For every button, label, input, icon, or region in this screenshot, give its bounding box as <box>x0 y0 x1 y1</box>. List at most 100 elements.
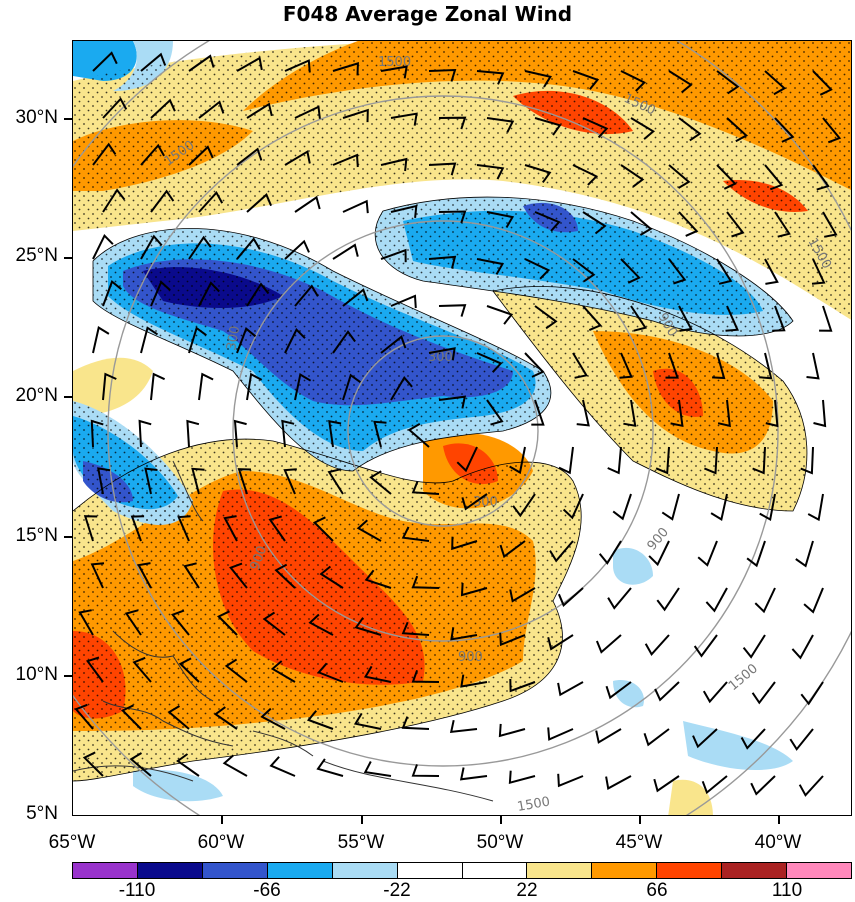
wind-barb <box>380 248 407 263</box>
wind-barb <box>224 658 248 683</box>
lat-tick <box>64 396 72 398</box>
wind-barb <box>150 189 175 213</box>
colorbar-swatch <box>787 863 852 878</box>
wind-barb <box>716 164 737 190</box>
wind-barb <box>697 540 718 567</box>
colorbar-label: -66 <box>253 880 281 901</box>
wind-barb <box>327 468 344 495</box>
wind-barb <box>438 395 467 409</box>
wind-barb <box>524 70 552 88</box>
wind-barb <box>188 326 207 354</box>
wind-barb <box>97 467 111 495</box>
wind-barb <box>274 563 296 589</box>
wind-barb <box>668 258 687 285</box>
wind-barb <box>819 305 833 332</box>
wind-barb <box>822 117 842 144</box>
wind-barb <box>237 468 252 495</box>
wind-barb <box>656 587 680 612</box>
lon-tick <box>639 816 641 824</box>
wind-barb <box>644 634 670 657</box>
colorbar-swatch <box>267 863 333 878</box>
colorbar-label: 110 <box>771 880 803 901</box>
wind-barb <box>456 446 478 473</box>
wind-barb <box>177 515 191 542</box>
lon-label: 40°W <box>754 832 802 853</box>
wind-barb <box>213 706 238 730</box>
wind-barb <box>78 609 94 636</box>
wind-barb <box>620 258 641 284</box>
wind-barb <box>401 716 430 730</box>
wind-barb <box>144 467 158 495</box>
wind-barb <box>121 704 142 730</box>
wind-barb <box>705 587 728 613</box>
wind-barb <box>137 562 152 589</box>
wind-barb <box>317 662 344 683</box>
wind-barb <box>269 756 296 777</box>
wind-barb <box>678 305 693 332</box>
wind-barb <box>188 54 215 72</box>
wind-barb <box>82 751 104 777</box>
wind-barb <box>751 681 776 705</box>
wind-barb <box>486 399 504 426</box>
wind-barb <box>342 108 369 123</box>
wind-barb <box>476 258 505 275</box>
wind-barb <box>438 116 467 130</box>
wind-barb <box>150 98 176 119</box>
wind-barb <box>150 372 166 401</box>
wind-barb <box>90 419 104 448</box>
map-title: F048 Average Zonal Wind <box>282 2 573 26</box>
wind-barb <box>328 420 342 448</box>
wind-barb <box>188 235 212 260</box>
wind-barb <box>83 515 98 542</box>
wind-barb <box>726 211 745 238</box>
wind-barb <box>294 105 321 119</box>
wind-barb <box>308 613 334 636</box>
wind-barb <box>807 493 824 522</box>
wind-barb <box>534 117 562 136</box>
wind-barb <box>233 419 247 448</box>
wind-barb <box>380 65 408 79</box>
wind-barb <box>701 775 728 795</box>
wind-barb <box>693 634 718 658</box>
wind-barb <box>236 327 257 354</box>
wind-barb <box>653 775 680 793</box>
wind-barb <box>102 97 128 119</box>
wind-barb <box>92 233 114 260</box>
wind-barb <box>486 211 515 228</box>
wind-barb <box>619 352 633 379</box>
wind-barb <box>752 446 766 475</box>
wind-barb <box>236 147 263 166</box>
wind-barb <box>524 352 545 378</box>
wind-barb <box>369 470 392 495</box>
wind-barb <box>102 372 117 401</box>
wind-barb <box>284 59 311 73</box>
wind-barb <box>668 164 691 189</box>
lon-label: 55°W <box>337 832 385 853</box>
wind-barb <box>806 352 820 380</box>
wind-barb <box>476 352 503 373</box>
wind-barb <box>229 562 248 589</box>
wind-barb <box>678 117 702 142</box>
wind-barb <box>167 705 190 730</box>
wind-barb <box>342 288 369 307</box>
lon-label: 60°W <box>197 832 245 853</box>
lat-label: 30°N <box>15 107 58 128</box>
lat-label: 20°N <box>15 385 58 406</box>
wind-barb <box>363 761 392 777</box>
wind-barb <box>449 719 478 734</box>
wind-barb <box>746 540 766 568</box>
wind-barb <box>188 145 214 166</box>
wind-barb <box>557 773 584 788</box>
wind-barb <box>198 100 225 119</box>
colorbar-label: 22 <box>516 880 538 901</box>
colorbar-swatch <box>397 863 463 878</box>
wind-barb <box>246 282 270 307</box>
wind-barb <box>759 493 776 522</box>
wind-barb <box>246 372 263 401</box>
wind-barb <box>411 669 440 683</box>
wind-barb <box>319 565 344 589</box>
wind-barb <box>789 728 814 751</box>
wind-barb <box>605 681 632 700</box>
wind-barb <box>198 281 220 307</box>
wind-barb <box>284 328 306 354</box>
